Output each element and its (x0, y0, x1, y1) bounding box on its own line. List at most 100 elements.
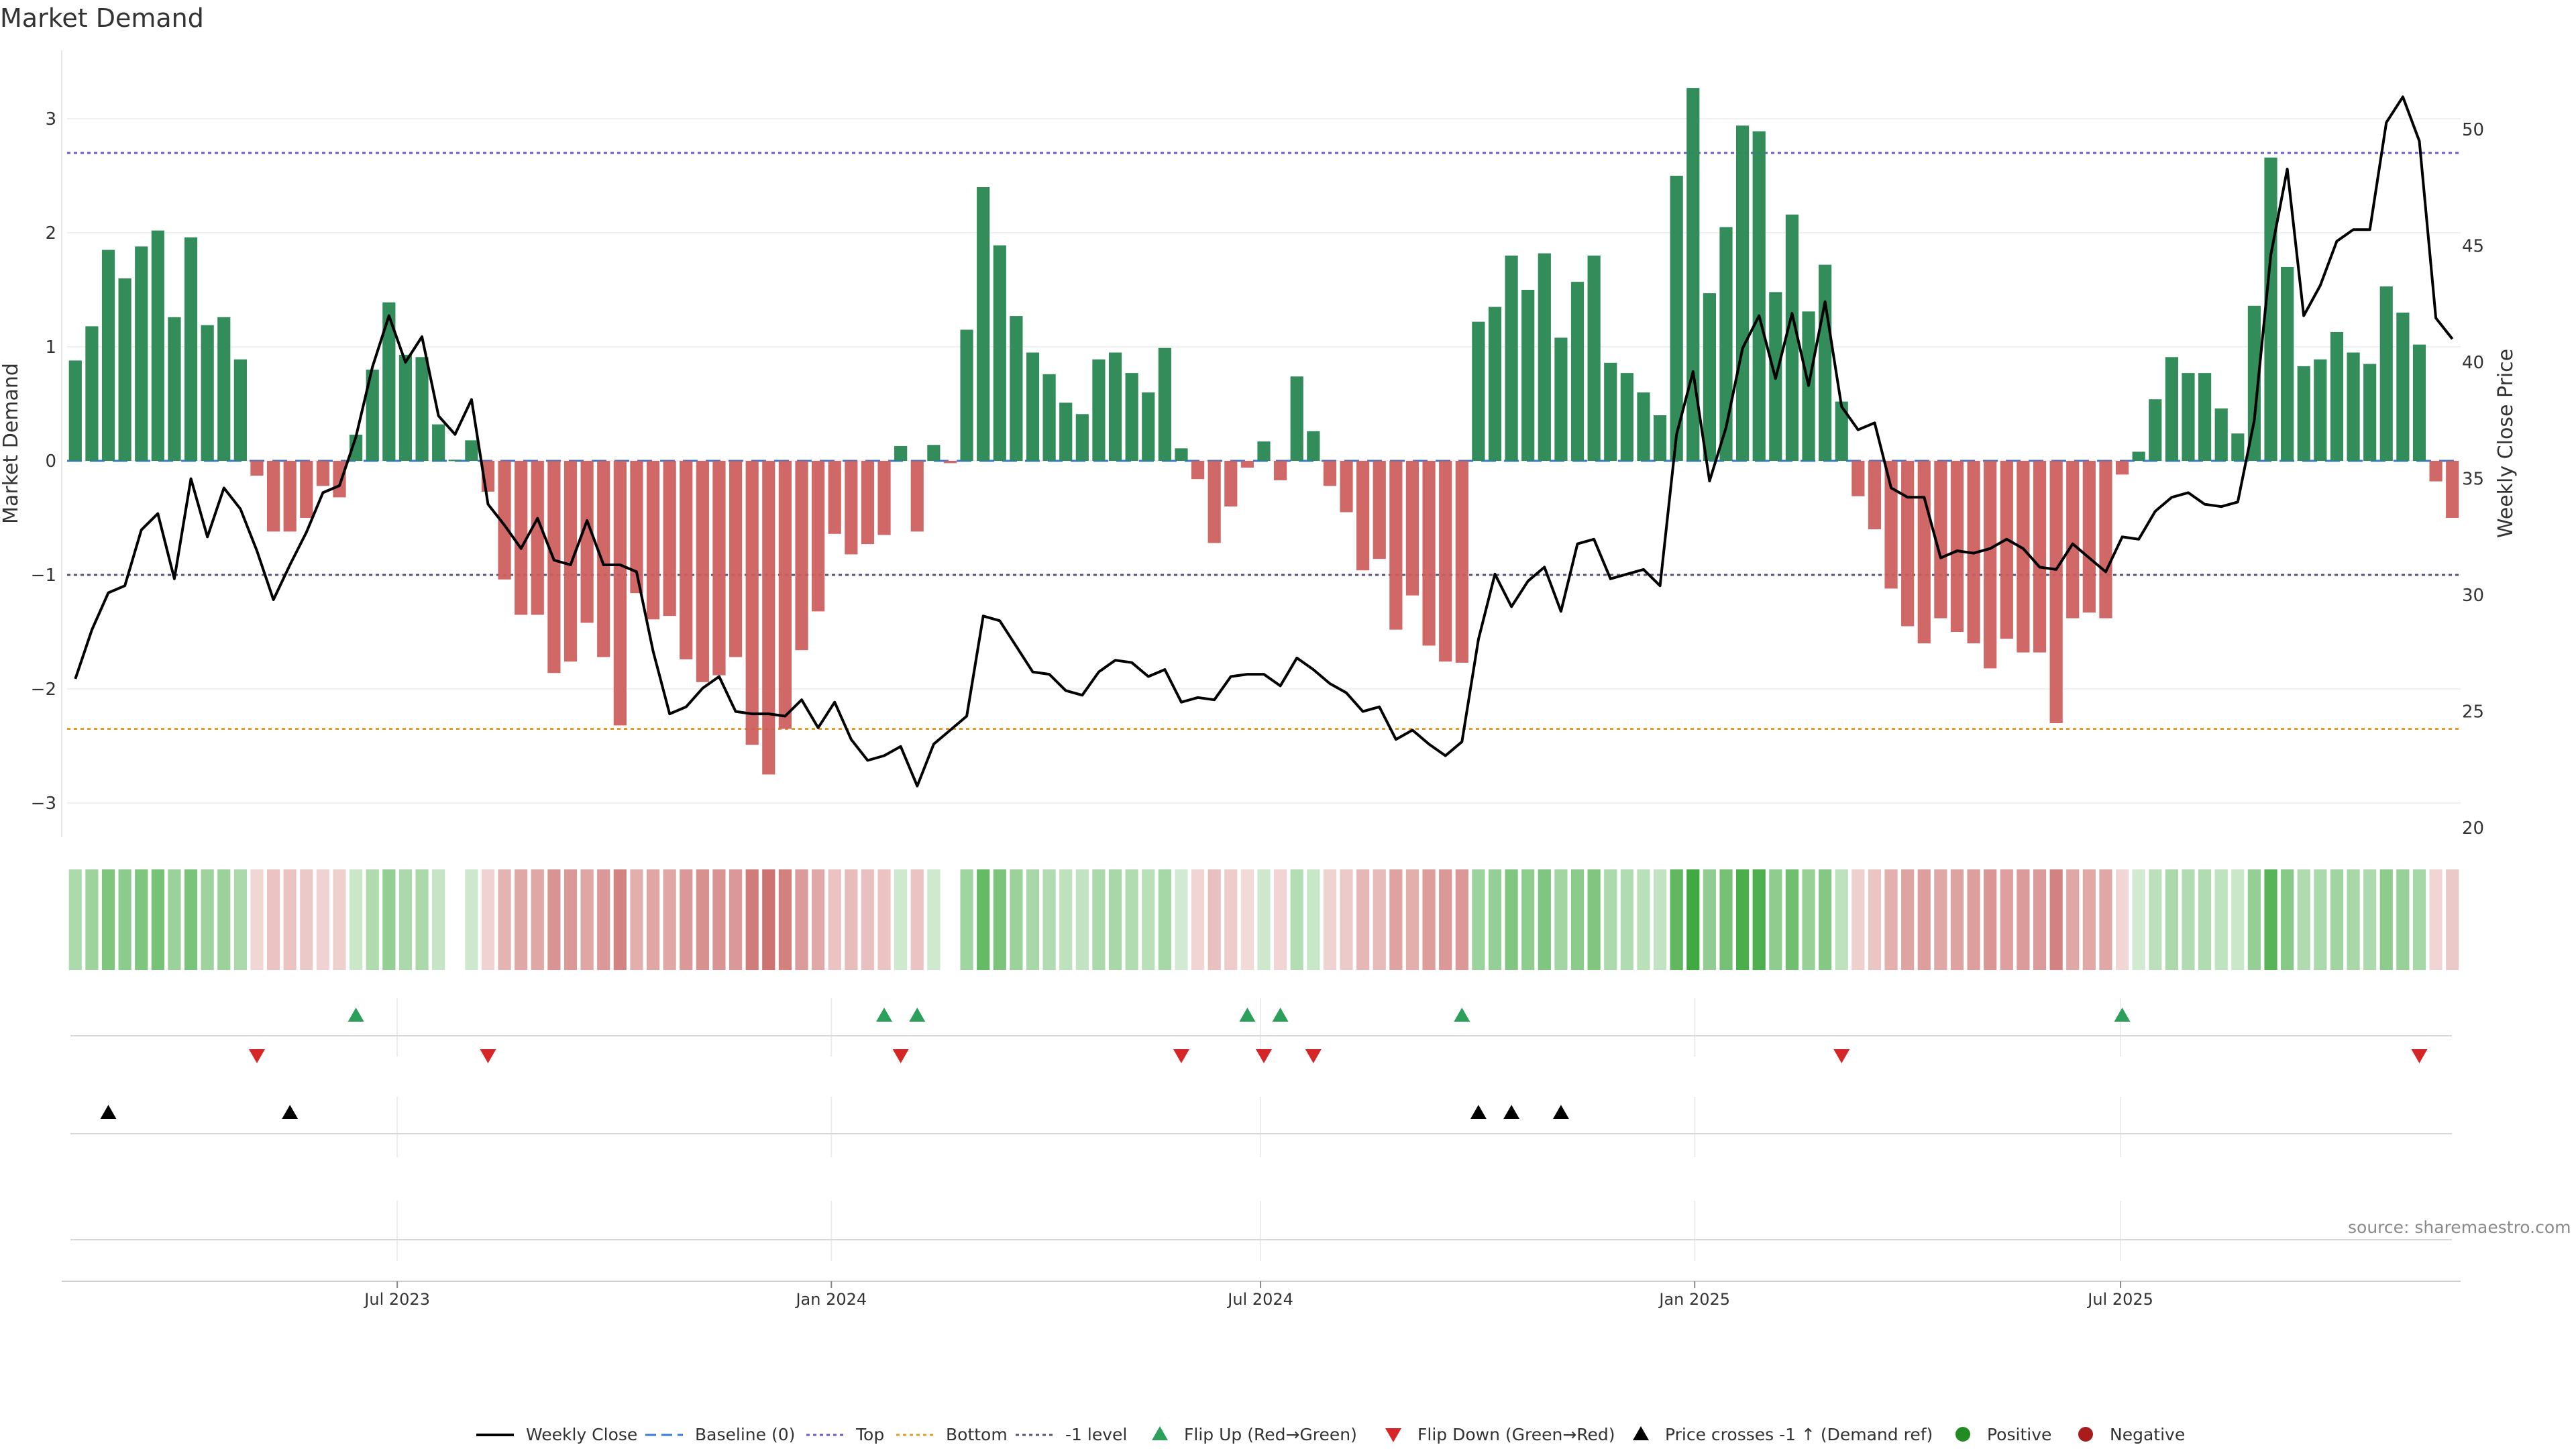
demand-bar (1785, 214, 1799, 461)
demand-bar (1670, 176, 1683, 461)
cross-up-marker (282, 1105, 299, 1119)
heat-cell (1587, 869, 1601, 970)
heat-cell (1059, 869, 1073, 970)
heat-cell (415, 869, 429, 970)
heat-cell (1719, 869, 1733, 970)
left-tick-label: −2 (31, 680, 56, 700)
demand-bar (1373, 461, 1386, 559)
demand-bar (316, 461, 330, 486)
cross-up-marker (100, 1105, 117, 1119)
cross-up-marker (1552, 1105, 1569, 1119)
right-tick-label: 45 (2462, 237, 2484, 257)
left-tick-label: 2 (45, 223, 56, 244)
legend-swatch (1633, 1426, 1649, 1440)
heat-cell (696, 869, 709, 970)
right-axis-label: Weekly Close Price (2494, 349, 2518, 538)
heat-cell (300, 869, 313, 970)
flip-down-marker (1256, 1049, 1272, 1063)
heat-cell (894, 869, 908, 970)
heat-cell (580, 869, 594, 970)
heat-cell (1224, 869, 1238, 970)
heat-cell (1340, 869, 1353, 970)
flip-down-marker (1833, 1049, 1850, 1063)
right-tick-label: 35 (2462, 470, 2484, 490)
heat-cell (729, 869, 743, 970)
demand-bar (1488, 307, 1502, 461)
demand-bar (250, 461, 264, 476)
flip-down-marker (2411, 1049, 2428, 1063)
demand-bar (118, 278, 131, 461)
demand-bar (266, 461, 280, 532)
left-axis-label: Market Demand (0, 363, 23, 524)
demand-bar (2330, 331, 2344, 461)
legend-item-cross_up: Price crosses -1 ↑ (Demand ref) (1633, 1425, 1933, 1444)
heat-cell (1802, 869, 1815, 970)
legend-item-positive: Positive (1955, 1425, 2051, 1444)
demand-bar (762, 461, 775, 775)
heat-cell (646, 869, 660, 970)
source-note: source: sharemaestro.com (2348, 1218, 2571, 1237)
demand-bar (960, 329, 973, 461)
heat-cell (977, 869, 990, 970)
heat-cell (2347, 869, 2360, 970)
heat-cell (2000, 869, 2013, 970)
heat-cell (1042, 869, 1056, 970)
heat-cell (184, 869, 198, 970)
heat-cell (795, 869, 808, 970)
left-tick-label: 0 (45, 451, 56, 472)
heat-cell (2149, 869, 2162, 970)
heat-cell (1868, 869, 1882, 970)
demand-bar (1340, 461, 1353, 513)
left-tick-label: −1 (31, 566, 56, 586)
demand-bar (2297, 366, 2310, 461)
demand-bar (2033, 461, 2047, 653)
demand-bar (1323, 461, 1337, 486)
right-tick-label: 50 (2462, 120, 2484, 140)
heat-cell (828, 869, 841, 970)
heat-cell (2429, 869, 2443, 970)
demand-bar (927, 445, 941, 461)
legend-item-negative: Negative (2078, 1425, 2185, 1444)
legend-item-top: Top (806, 1425, 884, 1444)
heat-cell (250, 869, 264, 970)
heat-cell (2363, 869, 2377, 970)
demand-bar (977, 187, 990, 461)
right-tick-label: 40 (2462, 353, 2484, 373)
heat-cell (1653, 869, 1667, 970)
demand-bar (2149, 399, 2162, 461)
demand-bar (1901, 461, 1915, 627)
heat-cell (1307, 869, 1320, 970)
demand-bar (1026, 352, 1040, 461)
heat-cell (2115, 869, 2129, 970)
demand-bar (2182, 373, 2195, 461)
heat-cell (861, 869, 875, 970)
demand-bar (101, 250, 115, 461)
cross-up-marker (1470, 1105, 1487, 1119)
demand-heat-strip (68, 869, 2459, 970)
heat-cell (1967, 869, 1980, 970)
heat-cell (680, 869, 693, 970)
legend-item-bottom: Bottom (896, 1425, 1008, 1444)
demand-bar (2412, 344, 2426, 461)
heat-cell (1538, 869, 1551, 970)
x-tick-label: Jan 2024 (794, 1290, 867, 1309)
demand-bar (1950, 461, 1964, 632)
heat-cell (1125, 869, 1138, 970)
demand-bar (184, 237, 198, 461)
demand-bar (2066, 461, 2080, 619)
heat-cell (1637, 869, 1650, 970)
heat-cell (118, 869, 131, 970)
demand-bar (1917, 461, 1931, 643)
demand-bar (845, 461, 858, 555)
demand-bar (1059, 402, 1073, 461)
demand-bar (812, 461, 825, 612)
heat-cell (531, 869, 544, 970)
heat-cell (2033, 869, 2047, 970)
heat-cell (1026, 869, 1040, 970)
demand-bar (1819, 264, 1832, 461)
heat-cell (1505, 869, 1518, 970)
x-tick-label: Jul 2023 (363, 1290, 430, 1309)
heat-cell (1620, 869, 1633, 970)
demand-bar (729, 461, 743, 657)
demand-bar (2363, 364, 2377, 461)
